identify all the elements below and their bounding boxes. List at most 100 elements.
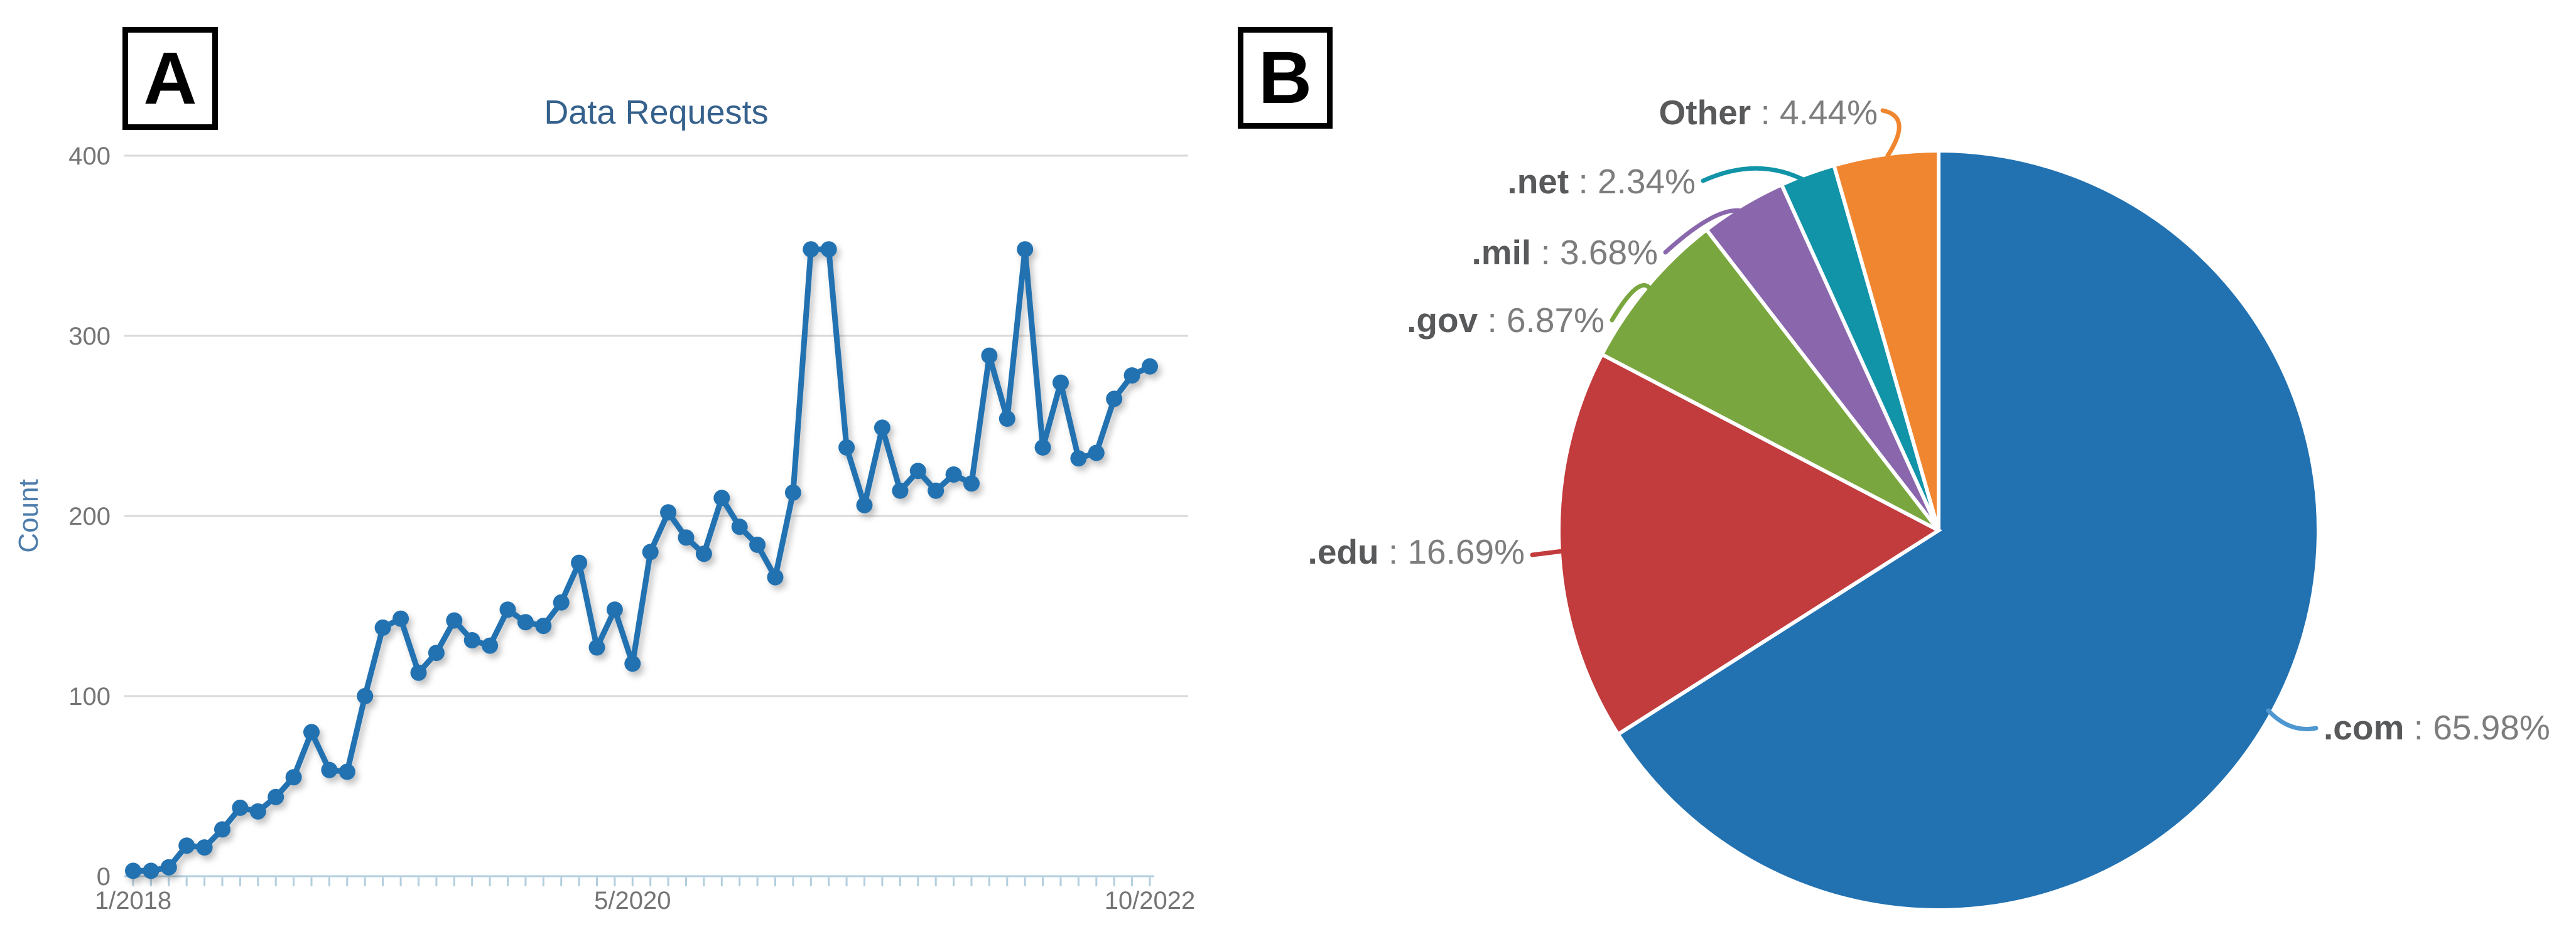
data-point[interactable] bbox=[678, 529, 695, 546]
data-point[interactable] bbox=[749, 536, 766, 553]
data-point[interactable] bbox=[321, 761, 338, 778]
data-point[interactable] bbox=[214, 821, 230, 838]
data-point[interactable] bbox=[909, 463, 926, 480]
pie-leader-.com bbox=[2266, 708, 2319, 731]
pie-leader-.net bbox=[1701, 166, 1809, 184]
pie-label-Other: Other : 4.44% bbox=[1659, 93, 1878, 132]
data-point[interactable] bbox=[357, 688, 374, 704]
data-point[interactable] bbox=[606, 601, 623, 618]
data-point[interactable] bbox=[535, 618, 552, 635]
data-point[interactable] bbox=[178, 837, 195, 854]
y-tick-label: 100 bbox=[68, 683, 111, 711]
data-point[interactable] bbox=[767, 569, 784, 586]
line-path bbox=[130, 246, 1153, 874]
pie-label-value: : 65.98% bbox=[2404, 708, 2550, 747]
data-point[interactable] bbox=[1070, 450, 1087, 467]
data-point[interactable] bbox=[571, 554, 588, 571]
data-point[interactable] bbox=[695, 545, 712, 562]
data-point[interactable] bbox=[624, 655, 641, 672]
data-point[interactable] bbox=[981, 347, 998, 364]
pie-slice-Other[interactable] bbox=[1831, 148, 1940, 531]
pie-label-.com: .com : 65.98% bbox=[2324, 708, 2550, 747]
data-point[interactable] bbox=[125, 862, 141, 879]
data-point[interactable] bbox=[446, 612, 463, 629]
data-point[interactable] bbox=[713, 490, 730, 507]
data-point[interactable] bbox=[196, 839, 213, 856]
pie-leader-.mil bbox=[1663, 208, 1748, 255]
data-point[interactable] bbox=[928, 482, 944, 499]
pie-label-.gov: .gov : 6.87% bbox=[1407, 301, 1605, 340]
pie-label-name: Other bbox=[1659, 93, 1751, 132]
data-point[interactable] bbox=[784, 484, 801, 501]
data-point[interactable] bbox=[642, 544, 659, 561]
data-point[interactable] bbox=[553, 594, 570, 611]
pie-label-name: .mil bbox=[1471, 233, 1531, 272]
data-point[interactable] bbox=[963, 475, 980, 492]
data-point[interactable] bbox=[1017, 241, 1034, 258]
y-tick-label: 300 bbox=[68, 323, 111, 350]
pie-label-name: .edu bbox=[1308, 532, 1379, 571]
data-point[interactable] bbox=[338, 763, 355, 780]
pie-leader-.gov bbox=[1610, 283, 1653, 323]
data-point[interactable] bbox=[892, 482, 909, 499]
data-point[interactable] bbox=[499, 601, 516, 618]
pie-label-value: : 4.44% bbox=[1751, 93, 1878, 132]
panel-a-label-box: A bbox=[122, 27, 218, 130]
line-series bbox=[125, 241, 1158, 879]
pie-leader-.edu bbox=[1530, 548, 1570, 557]
panel-b-label-box: B bbox=[1238, 27, 1333, 129]
data-point[interactable] bbox=[285, 769, 302, 786]
data-point[interactable] bbox=[660, 504, 677, 521]
data-point[interactable] bbox=[1123, 367, 1140, 384]
y-tick-label: 0 bbox=[97, 863, 111, 891]
line-chart-title: Data Requests bbox=[544, 94, 769, 131]
data-point[interactable] bbox=[517, 614, 534, 631]
data-point[interactable] bbox=[838, 439, 855, 456]
pie-label-name: .gov bbox=[1407, 301, 1478, 340]
data-point[interactable] bbox=[1088, 444, 1105, 461]
data-point[interactable] bbox=[856, 497, 873, 513]
pie-label-value: : 6.87% bbox=[1478, 301, 1605, 340]
data-point[interactable] bbox=[303, 724, 320, 741]
x-tick-label: 10/2022 bbox=[1105, 887, 1196, 915]
pie-label-value: : 2.34% bbox=[1569, 162, 1696, 201]
data-point[interactable] bbox=[731, 518, 748, 535]
pie-label-.net: .net : 2.34% bbox=[1507, 162, 1696, 201]
data-point[interactable] bbox=[410, 664, 427, 681]
data-point[interactable] bbox=[820, 241, 837, 258]
data-point[interactable] bbox=[998, 411, 1015, 427]
data-point[interactable] bbox=[463, 632, 480, 648]
data-point[interactable] bbox=[874, 419, 890, 436]
pie-label-value: : 16.69% bbox=[1379, 532, 1525, 571]
data-point[interactable] bbox=[1106, 390, 1123, 407]
x-tick-label: 1/2018 bbox=[95, 887, 171, 915]
pie-label-name: .com bbox=[2324, 708, 2404, 747]
data-point[interactable] bbox=[249, 803, 266, 820]
data-point[interactable] bbox=[160, 859, 177, 876]
data-point[interactable] bbox=[1034, 439, 1051, 456]
data-point[interactable] bbox=[945, 466, 962, 483]
data-point[interactable] bbox=[588, 639, 605, 656]
data-point[interactable] bbox=[428, 645, 445, 662]
data-point[interactable] bbox=[268, 788, 284, 805]
data-point[interactable] bbox=[392, 610, 409, 627]
pie-slice-.edu[interactable] bbox=[1557, 352, 1942, 737]
data-point[interactable] bbox=[803, 241, 820, 258]
panel-b-label: B bbox=[1258, 36, 1312, 119]
pie-leader-Other bbox=[1880, 108, 1902, 158]
data-point[interactable] bbox=[482, 637, 499, 654]
data-point[interactable] bbox=[232, 799, 249, 816]
pie-label-.mil: .mil : 3.68% bbox=[1471, 233, 1658, 272]
data-point[interactable] bbox=[374, 619, 391, 636]
x-tick-label: 5/2020 bbox=[594, 887, 671, 915]
pie-label-value: : 3.68% bbox=[1531, 233, 1658, 272]
data-point[interactable] bbox=[1053, 374, 1069, 391]
data-point[interactable] bbox=[143, 862, 160, 879]
y-tick-label: 400 bbox=[68, 142, 111, 170]
panel-a-label: A bbox=[143, 37, 197, 120]
pie-label-name: .net bbox=[1507, 162, 1569, 201]
data-point[interactable] bbox=[1142, 358, 1158, 375]
pie-label-.edu: .edu : 16.69% bbox=[1308, 532, 1525, 571]
